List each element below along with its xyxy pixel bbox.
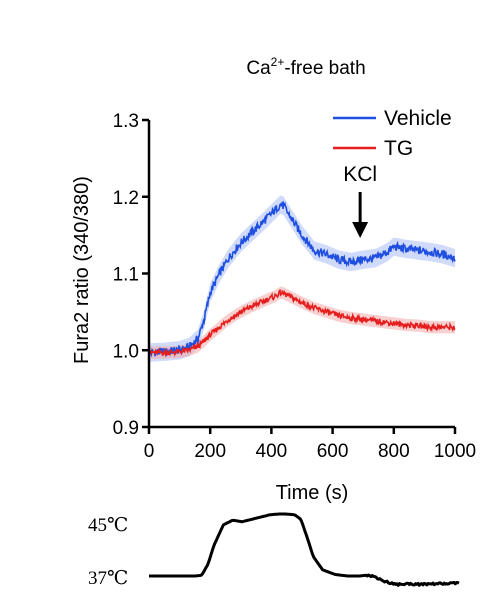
x-tick-label: 200 xyxy=(194,441,226,462)
kcl-arrow-head xyxy=(352,222,369,238)
legend: Vehicle TG xyxy=(333,107,452,160)
y-tick-label: 1.1 xyxy=(113,265,139,286)
x-tick-label: 0 xyxy=(144,441,155,462)
series-line-vehicle xyxy=(148,200,456,358)
legend-label-vehicle: Vehicle xyxy=(384,107,452,130)
x-axis-label: Time (s) xyxy=(276,482,349,504)
series-band-vehicle xyxy=(149,195,455,362)
y-tick-label: 1.2 xyxy=(113,188,139,209)
x-tick-label: 600 xyxy=(317,441,349,462)
x-ticks: 0 200 400 600 800 1000 xyxy=(144,427,476,462)
kcl-label: KCl xyxy=(343,163,377,186)
main-plot-lines xyxy=(148,200,456,358)
kcl-annotation: KCl xyxy=(343,163,377,238)
x-tick-label: 1000 xyxy=(434,441,476,462)
temp-label-high: 45℃ xyxy=(88,515,128,536)
y-axis-label: Fura2 ratio (340/380) xyxy=(71,176,93,364)
temperature-trace xyxy=(148,512,460,587)
main-plot-bands xyxy=(149,195,455,362)
x-tick-label: 800 xyxy=(378,441,410,462)
y-tick-label: 1.3 xyxy=(113,111,139,132)
chart-title: Ca2+-free bath xyxy=(246,55,365,79)
y-tick-label: 0.9 xyxy=(113,418,139,439)
temperature-line xyxy=(148,512,460,587)
legend-label-tg: TG xyxy=(384,137,413,160)
y-tick-label: 1.0 xyxy=(113,341,139,362)
y-ticks: 0.9 1.0 1.1 1.2 1.3 xyxy=(113,111,149,439)
temp-label-low: 37℃ xyxy=(88,568,128,589)
chart-title-main: Ca xyxy=(246,58,271,79)
chart-title-superscript: 2+ xyxy=(271,55,285,69)
series-line-tg xyxy=(148,289,456,358)
chart-title-rest: -free bath xyxy=(284,58,365,79)
x-tick-label: 400 xyxy=(256,441,288,462)
